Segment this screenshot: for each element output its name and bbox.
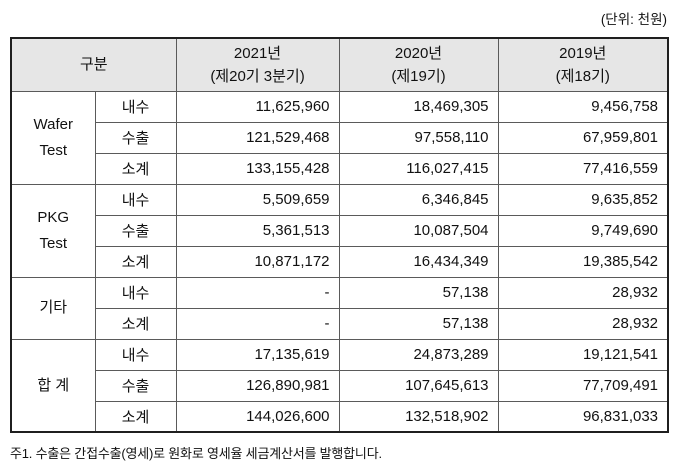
row-label: 소계 <box>94 307 177 340</box>
group-label: 기타 <box>39 299 68 317</box>
value-cell: 10,871,172 <box>175 245 340 278</box>
table-row: Wafer Test 내수 11,625,960 18,469,305 9,45… <box>10 90 669 185</box>
row-label: 수출 <box>94 121 177 154</box>
column-header-2019-period: (제18기) <box>555 67 610 85</box>
table-row: 수출 121,529,468 97,558,110 67,959,801 <box>11 121 669 154</box>
value-cell: 24,873,289 <box>338 338 499 371</box>
value-cell: 96,831,033 <box>497 400 669 433</box>
group-cell-total: 합 계 <box>10 338 96 433</box>
column-header-category: 구분 <box>10 37 177 92</box>
column-header-2021: 2021년 (제20기 3분기) <box>175 37 340 92</box>
value-cell: - <box>175 307 340 340</box>
revenue-by-segment-table: 구분 2021년 (제20기 3분기) 2020년 (제19기) 2019년 (… <box>10 37 670 433</box>
value-cell: 144,026,600 <box>175 400 340 433</box>
value-cell: 121,529,468 <box>175 121 340 154</box>
value-cell: 132,518,902 <box>338 400 499 433</box>
group-cell-etc: 기타 <box>10 276 96 340</box>
row-label: 내수 <box>94 90 177 123</box>
table-row: 소계 - 57,138 28,932 <box>11 307 669 340</box>
table-header: 구분 2021년 (제20기 3분기) 2020년 (제19기) 2019년 (… <box>10 37 669 92</box>
value-cell: 116,027,415 <box>338 152 499 185</box>
value-cell: 5,509,659 <box>175 183 340 216</box>
table-row: 수출 5,361,513 10,087,504 9,749,690 <box>11 214 669 247</box>
group-cell-wafer-test: Wafer Test <box>10 90 96 185</box>
table-row: 수출 126,890,981 107,645,613 77,709,491 <box>11 369 669 402</box>
value-cell: 57,138 <box>338 307 499 340</box>
value-cell: - <box>175 276 340 309</box>
row-label: 소계 <box>94 400 177 433</box>
value-cell: 28,932 <box>497 307 669 340</box>
value-cell: 77,416,559 <box>497 152 669 185</box>
table-row: 소계 133,155,428 116,027,415 77,416,559 <box>11 152 669 185</box>
value-cell: 28,932 <box>497 276 669 309</box>
value-cell: 19,121,541 <box>497 338 669 371</box>
value-cell: 67,959,801 <box>497 121 669 154</box>
value-cell: 77,709,491 <box>497 369 669 402</box>
value-cell: 19,385,542 <box>497 245 669 278</box>
column-header-2019: 2019년 (제18기) <box>497 37 669 92</box>
row-label: 수출 <box>94 214 177 247</box>
row-label: 내수 <box>94 338 177 371</box>
row-label: 소계 <box>94 245 177 278</box>
row-label: 내수 <box>94 276 177 309</box>
table-body: Wafer Test 내수 11,625,960 18,469,305 9,45… <box>10 90 669 433</box>
table-row: 기타 내수 - 57,138 28,932 <box>10 276 669 340</box>
column-header-2020: 2020년 (제19기) <box>338 37 499 92</box>
header-row: 구분 2021년 (제20기 3분기) 2020년 (제19기) 2019년 (… <box>10 37 669 92</box>
table-row: 소계 10,871,172 16,434,349 19,385,542 <box>11 245 669 278</box>
value-cell: 5,361,513 <box>175 214 340 247</box>
value-cell: 18,469,305 <box>338 90 499 123</box>
value-cell: 126,890,981 <box>175 369 340 402</box>
value-cell: 11,625,960 <box>175 90 340 123</box>
row-label: 소계 <box>94 152 177 185</box>
value-cell: 57,138 <box>338 276 499 309</box>
value-cell: 16,434,349 <box>338 245 499 278</box>
value-cell: 97,558,110 <box>338 121 499 154</box>
value-cell: 107,645,613 <box>338 369 499 402</box>
column-header-2019-year: 2019년 <box>559 44 607 62</box>
row-label: 내수 <box>94 183 177 216</box>
value-cell: 133,155,428 <box>175 152 340 185</box>
value-cell: 9,456,758 <box>497 90 669 123</box>
value-cell: 10,087,504 <box>338 214 499 247</box>
footnote: 주1. 수출은 간접수출(영세)로 원화로 영세율 세금계산서를 발행합니다. <box>10 446 382 461</box>
value-cell: 17,135,619 <box>175 338 340 371</box>
column-header-2020-year: 2020년 <box>394 44 443 62</box>
group-label: 합 계 <box>37 376 70 394</box>
value-cell: 9,749,690 <box>497 214 669 247</box>
group-label: PKG Test <box>37 209 70 252</box>
column-header-2021-period: (제20기 3분기) <box>210 67 305 85</box>
table-row: 소계 144,026,600 132,518,902 96,831,033 <box>11 400 669 433</box>
value-cell: 9,635,852 <box>497 183 669 216</box>
column-header-2020-period: (제19기) <box>391 67 446 85</box>
unit-label: (단위: 천원) <box>600 12 667 27</box>
column-header-2021-year: 2021년 <box>233 44 282 62</box>
table-row: PKG Test 내수 5,509,659 6,346,845 9,635,85… <box>10 183 669 278</box>
value-cell: 6,346,845 <box>338 183 499 216</box>
table-row: 합 계 내수 17,135,619 24,873,289 19,121,541 <box>10 338 669 433</box>
group-cell-pkg-test: PKG Test <box>10 183 96 278</box>
row-label: 수출 <box>94 369 177 402</box>
group-label: Wafer Test <box>33 116 73 159</box>
